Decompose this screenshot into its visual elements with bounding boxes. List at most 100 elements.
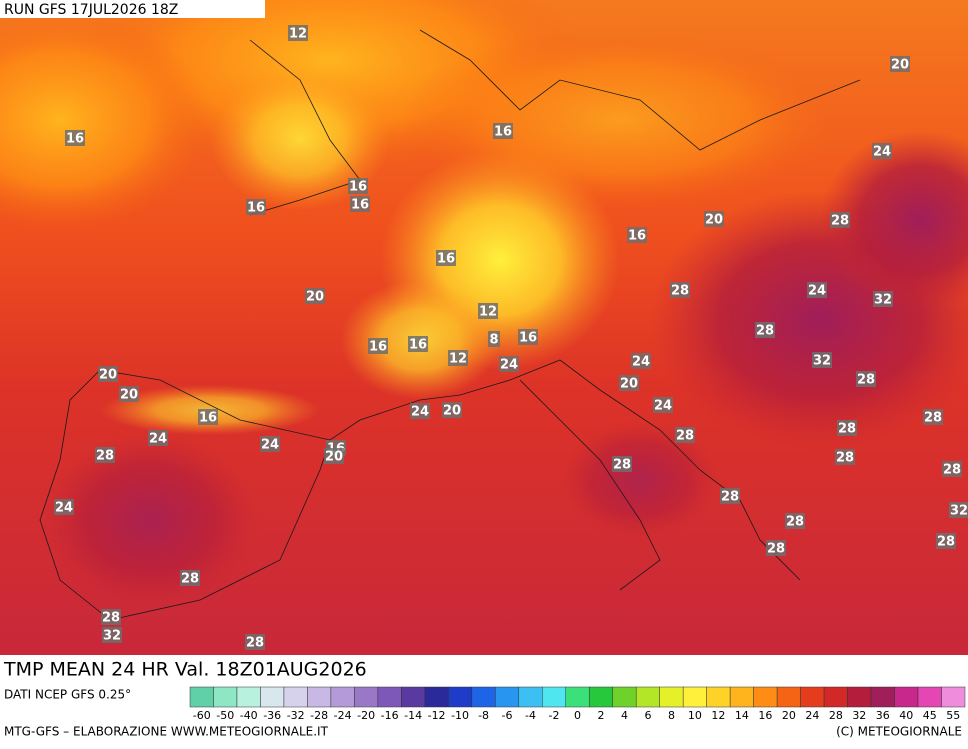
label-box xyxy=(54,499,74,515)
label-box xyxy=(102,627,122,643)
scale-label: -10 xyxy=(451,709,469,722)
color-swatch xyxy=(260,686,285,708)
color-swatch xyxy=(495,686,520,708)
color-swatch xyxy=(518,686,543,708)
contour-label: 28 xyxy=(756,324,774,339)
contour-label: 20 xyxy=(705,213,723,228)
label-box xyxy=(704,211,724,227)
contour-label: 16 xyxy=(628,229,646,244)
contour-label: 28 xyxy=(924,411,942,426)
label-box xyxy=(245,634,265,650)
label-box xyxy=(305,288,325,304)
contour-label: 24 xyxy=(149,432,167,447)
label-box xyxy=(324,448,344,464)
contour-label: 16 xyxy=(199,411,217,426)
contour-label: 20 xyxy=(325,450,343,465)
label-box xyxy=(631,353,651,369)
label-box xyxy=(670,282,690,298)
color-swatch xyxy=(542,686,567,708)
scale-label: 4 xyxy=(621,709,628,722)
label-box xyxy=(246,199,266,215)
label-box xyxy=(627,227,647,243)
label-box xyxy=(837,420,857,436)
color-swatch xyxy=(213,686,238,708)
color-swatch xyxy=(354,686,379,708)
label-box xyxy=(436,250,456,266)
label-box xyxy=(198,409,218,425)
scale-label: -50 xyxy=(216,709,234,722)
scale-label: -40 xyxy=(240,709,258,722)
contour-label: 12 xyxy=(289,27,307,42)
color-swatch xyxy=(894,686,919,708)
label-box xyxy=(493,123,513,139)
contour-label: 28 xyxy=(836,451,854,466)
contour-label: 16 xyxy=(66,132,84,147)
contour-label: 28 xyxy=(786,515,804,530)
contour-label: 24 xyxy=(55,501,73,516)
title-box xyxy=(0,655,420,683)
contour-label: 20 xyxy=(443,404,461,419)
label-box xyxy=(619,375,639,391)
source-label: DATI NCEP GFS 0.25° xyxy=(4,688,131,702)
scale-label: 36 xyxy=(876,709,890,722)
color-swatch xyxy=(706,686,731,708)
scale-label: -14 xyxy=(404,709,422,722)
color-swatch xyxy=(424,686,449,708)
color-swatch xyxy=(307,686,332,708)
contour-label: 24 xyxy=(654,399,672,414)
color-swatch xyxy=(753,686,778,708)
scale-label: 2 xyxy=(597,709,604,722)
color-swatch xyxy=(189,686,214,708)
color-swatch xyxy=(941,686,966,708)
label-box xyxy=(499,356,519,372)
color-swatch xyxy=(377,686,402,708)
contour-label: 8 xyxy=(489,333,498,348)
scale-label: 6 xyxy=(644,709,651,722)
scale-label: -32 xyxy=(287,709,305,722)
scale-label: 24 xyxy=(805,709,819,722)
color-swatch xyxy=(330,686,355,708)
color-swatch xyxy=(659,686,684,708)
color-swatch xyxy=(612,686,637,708)
contour-label: 20 xyxy=(120,388,138,403)
label-box xyxy=(653,397,673,413)
label-box xyxy=(119,386,139,402)
color-swatch xyxy=(471,686,496,708)
scale-label: -8 xyxy=(478,709,489,722)
label-box xyxy=(890,56,910,72)
scale-label: -20 xyxy=(357,709,375,722)
color-swatch xyxy=(729,686,754,708)
contour-label: 16 xyxy=(519,331,537,346)
color-swatch xyxy=(236,686,261,708)
color-swatch xyxy=(823,686,848,708)
contour-label: 16 xyxy=(247,201,265,216)
contour-label: 24 xyxy=(500,358,518,373)
label-box xyxy=(936,533,956,549)
contour-label: 28 xyxy=(246,636,264,651)
scale-label: -12 xyxy=(428,709,446,722)
label-box xyxy=(812,352,832,368)
contour-label: 16 xyxy=(409,338,427,353)
label-box xyxy=(835,449,855,465)
contour-label: 28 xyxy=(102,611,120,626)
scale-label: 14 xyxy=(735,709,749,722)
label-box xyxy=(518,329,538,345)
scale-label: 12 xyxy=(711,709,725,722)
scale-label: 55 xyxy=(946,709,960,722)
label-box xyxy=(448,350,468,366)
contour-label: 28 xyxy=(613,458,631,473)
contour-label: 28 xyxy=(181,572,199,587)
scale-label: -16 xyxy=(381,709,399,722)
label-box xyxy=(260,436,280,452)
credit-label: MTG-GFS – ELABORAZIONE WWW.METEOGIORNALE… xyxy=(4,725,329,739)
scale-label: -24 xyxy=(334,709,352,722)
label-box xyxy=(350,196,370,212)
color-swatch xyxy=(565,686,590,708)
scale-label: 10 xyxy=(688,709,702,722)
contour-label: 28 xyxy=(721,490,739,505)
run-label: RUN GFS 17JUL2026 18Z xyxy=(4,2,178,18)
contour-label: 28 xyxy=(937,535,955,550)
scale-label: -60 xyxy=(193,709,211,722)
label-box xyxy=(442,402,462,418)
contour-label: 28 xyxy=(767,542,785,557)
